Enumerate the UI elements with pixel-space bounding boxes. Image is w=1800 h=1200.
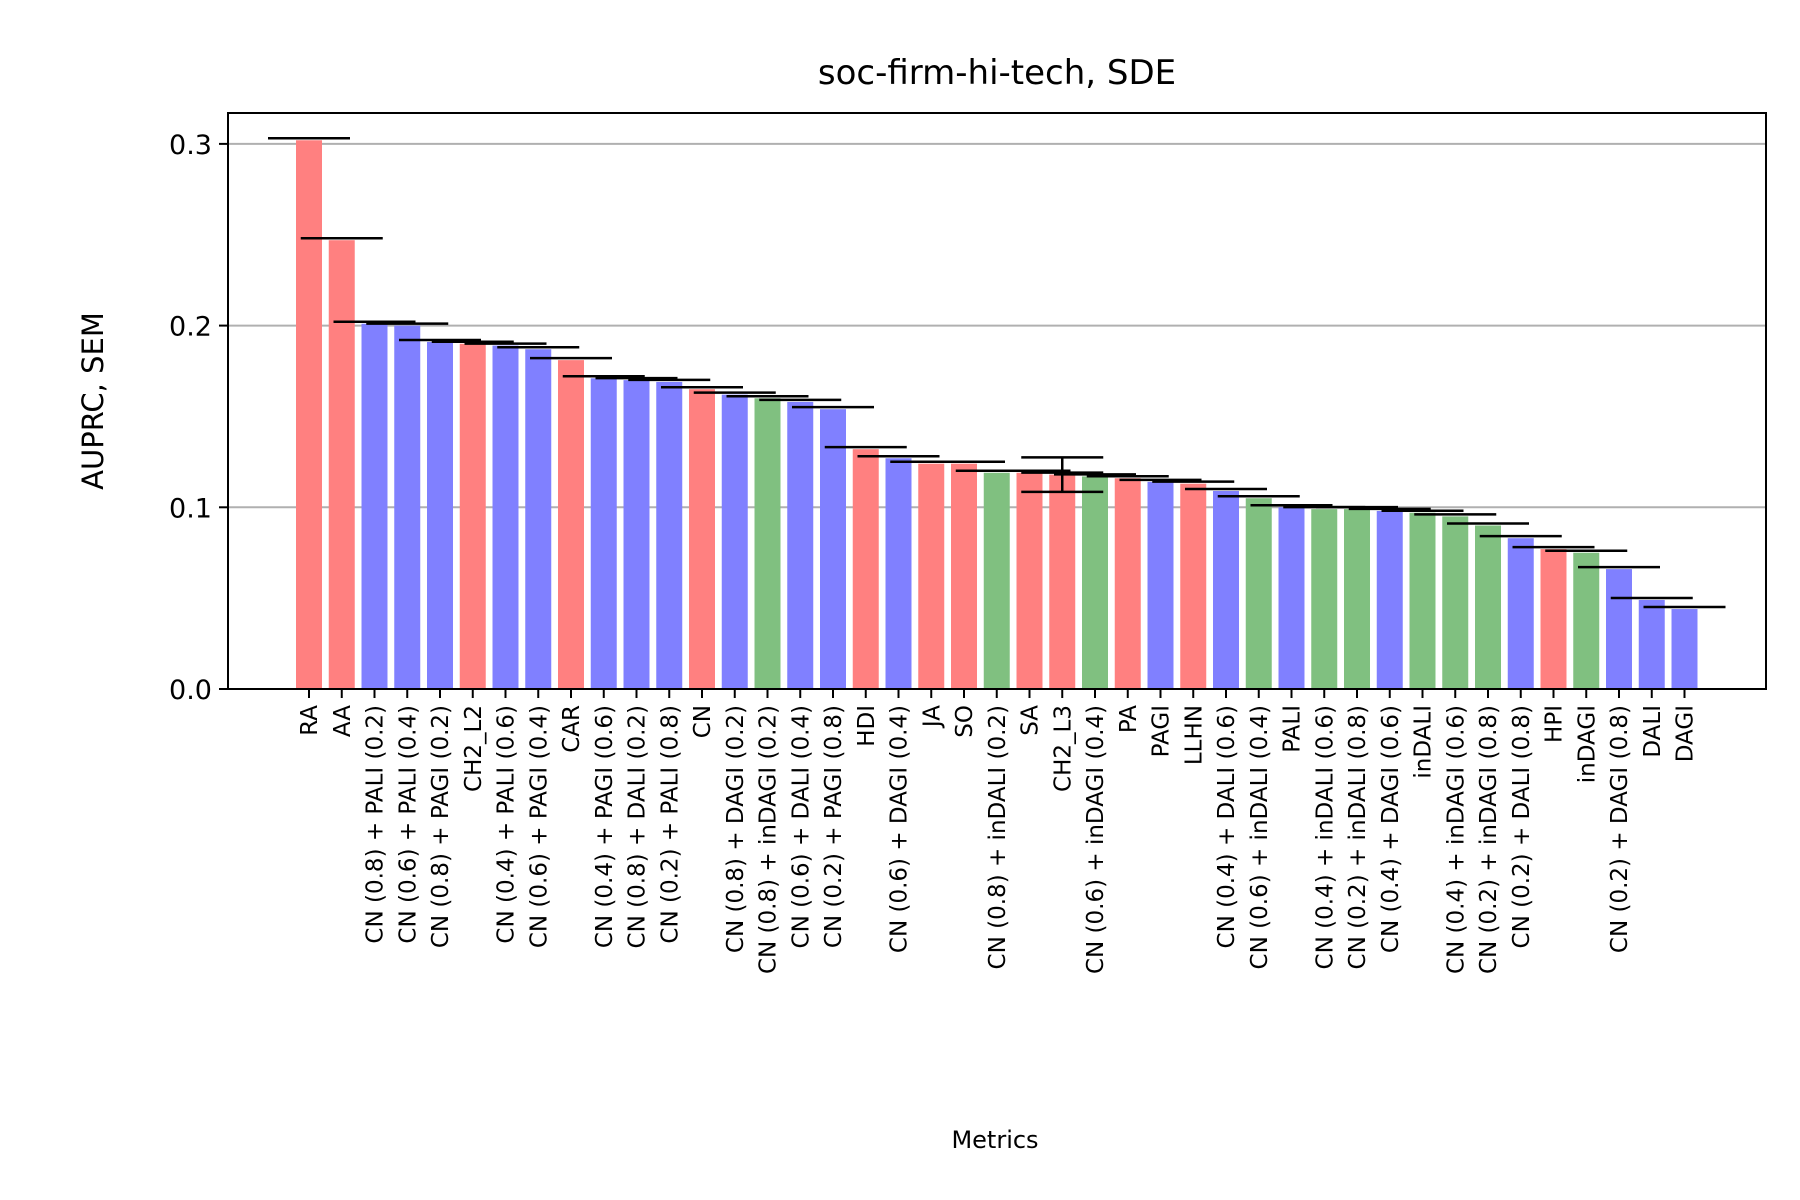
bar: [787, 401, 814, 689]
bar: [492, 345, 519, 689]
bar: [1147, 481, 1174, 689]
bar: [296, 140, 322, 690]
x-tick-label: CN (0.4) + DAGI (0.6): [1378, 705, 1404, 953]
bar: [1638, 599, 1665, 689]
bar: [459, 343, 486, 689]
x-tick-label: CH2_L2: [461, 705, 487, 792]
x-tick-label: SO: [952, 705, 978, 738]
chart-title: soc-firm-hi-tech, SDE: [818, 53, 1176, 93]
bar: [1082, 476, 1108, 689]
error-bars: [268, 137, 1726, 609]
x-tick-label: inDAGI: [1574, 705, 1600, 783]
bar: [754, 398, 781, 689]
bar: [361, 323, 388, 689]
x-tick-label: CN (0.4) + DALI (0.6): [1214, 705, 1240, 948]
y-tick-label: 0.1: [169, 493, 212, 524]
x-tick-label: DALI: [1640, 705, 1666, 758]
bar: [1180, 483, 1207, 689]
x-tick-label: CN (0.6) + inDALI (0.4): [1247, 705, 1273, 969]
x-tick-label: CN (0.4) + PALI (0.6): [494, 705, 520, 944]
bars: [296, 140, 1698, 690]
x-tick-label: CN (0.8) + PAGI (0.2): [428, 705, 454, 948]
bar: [1245, 498, 1272, 689]
bar: [328, 240, 355, 689]
bar: [852, 449, 879, 689]
x-tick-label: CN (0.8) + inDAGI (0.2): [756, 705, 782, 974]
x-tick-label: CN (0.6) + DALI (0.4): [788, 705, 814, 948]
x-tick-label: PA: [1116, 705, 1142, 733]
y-axis-ticks: 0.0 0.1 0.2 0.3: [169, 130, 228, 706]
x-tick-label: CN (0.2) + PAGI (0.8): [821, 705, 847, 948]
x-tick-label: CAR: [559, 705, 585, 753]
x-tick-label: CN (0.2) + PALI (0.8): [657, 705, 683, 944]
bar: [1344, 509, 1370, 689]
y-tick-label: 0.3: [169, 130, 212, 161]
x-tick-label: LLHN: [1181, 705, 1207, 765]
bar: [1049, 474, 1076, 689]
bar: [590, 378, 617, 689]
x-tick-label: CN: [690, 705, 716, 738]
x-tick-label: HPI: [1542, 705, 1568, 743]
bar: [1606, 569, 1632, 689]
bar: [1376, 510, 1403, 689]
x-tick-label: CN (0.6) + inDAGI (0.4): [1083, 705, 1109, 974]
bar: [1114, 478, 1141, 689]
bar: [1409, 512, 1436, 689]
x-tick-label: CN (0.6) + PALI (0.4): [395, 705, 421, 944]
x-tick-label: CN (0.8) + DAGI (0.2): [723, 705, 749, 953]
x-tick-label: AA: [330, 705, 356, 737]
bar: [689, 389, 715, 689]
bar: [885, 458, 912, 689]
x-tick-label: CH2_L3: [1050, 705, 1076, 792]
x-tick-label: CN (0.2) + inDALI (0.8): [1345, 705, 1371, 969]
bar: [1573, 552, 1600, 689]
bar: [1442, 516, 1469, 689]
y-tick-label: 0.0: [169, 675, 212, 706]
x-tick-label: JA: [919, 705, 945, 729]
bar: [1671, 609, 1698, 689]
x-tick-label: PAGI: [1149, 705, 1175, 757]
bar: [1475, 525, 1501, 689]
bar: [394, 325, 421, 689]
x-tick-label: CN (0.2) + DAGI (0.8): [1607, 705, 1633, 953]
x-tick-label: HDI: [854, 705, 880, 747]
bar: [918, 463, 945, 689]
y-axis-label: AUPRC, SEM: [76, 312, 110, 490]
bar: [983, 472, 1010, 689]
x-tick-label: CN (0.2) + inDAGI (0.8): [1476, 705, 1502, 974]
bar: [656, 381, 683, 689]
bar: [1540, 549, 1567, 689]
x-tick-label: PALI: [1280, 705, 1306, 753]
bar: [820, 409, 846, 689]
x-tick-label: SA: [1018, 705, 1044, 736]
bar: [721, 394, 748, 689]
bar: [558, 360, 584, 689]
x-tick-label: DAGI: [1673, 705, 1699, 762]
x-tick-label: CN (0.4) + inDALI (0.6): [1312, 705, 1338, 969]
bar: [951, 463, 977, 689]
y-tick-label: 0.2: [169, 312, 212, 343]
x-tick-label: RA: [297, 705, 323, 736]
x-tick-label: CN (0.8) + PALI (0.2): [363, 705, 389, 944]
bar: [525, 349, 552, 689]
bar: [1016, 472, 1043, 689]
bar: [427, 341, 453, 689]
x-tick-label: CN (0.4) + PAGI (0.6): [592, 705, 618, 948]
x-tick-label: CN (0.8) + DALI (0.2): [625, 705, 651, 948]
x-tick-label: CN (0.6) + PAGI (0.4): [526, 705, 552, 948]
x-axis-label: Metrics: [951, 1126, 1038, 1154]
x-tick-label: CN (0.6) + DAGI (0.4): [887, 705, 913, 953]
bar: [1311, 509, 1338, 689]
bar: [1278, 507, 1305, 689]
x-tick-label: CN (0.8) + inDALI (0.2): [985, 705, 1011, 969]
x-tick-label: CN (0.2) + DALI (0.8): [1509, 705, 1535, 948]
bar: [1507, 538, 1534, 689]
x-tick-label: inDALI: [1411, 705, 1437, 779]
x-tick-label: CN (0.4) + inDAGI (0.6): [1443, 705, 1469, 974]
bar: [623, 380, 650, 689]
bar: [1213, 490, 1239, 689]
x-axis-ticks: RA AA CN (0.8) + PALI (0.2) CN (0.6) + PALI…: [297, 689, 1699, 974]
